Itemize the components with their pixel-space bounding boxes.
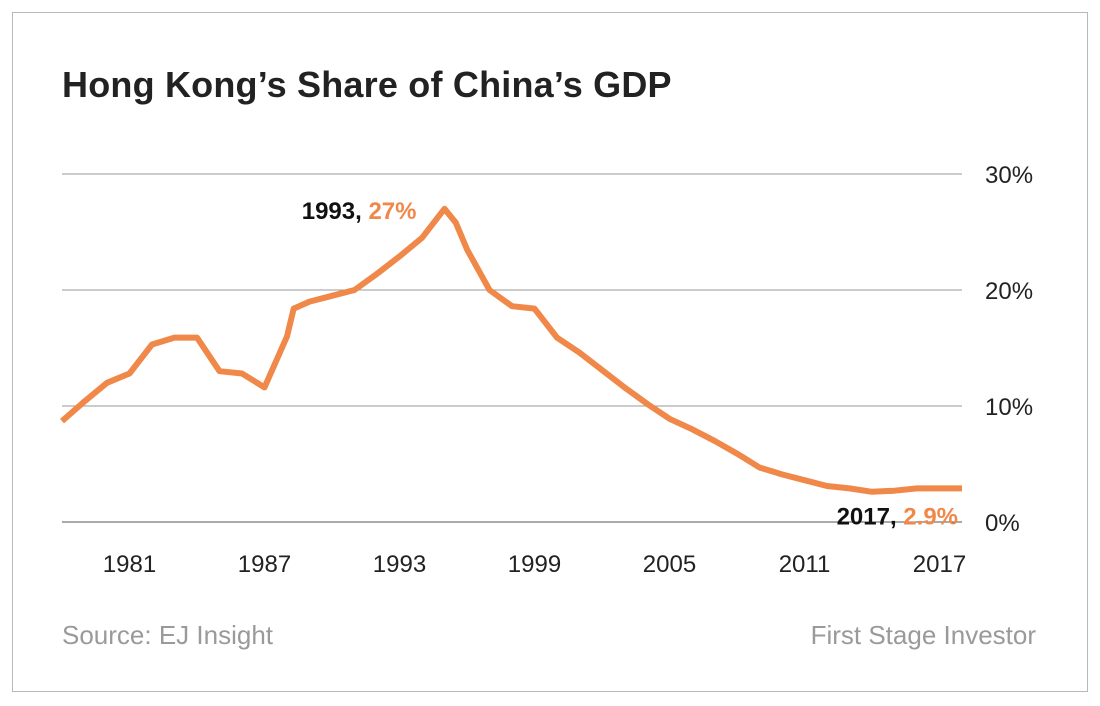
y-tick-label: 10% (985, 394, 1033, 421)
x-tick-label: 1999 (508, 551, 561, 578)
x-tick-label: 1993 (373, 551, 426, 578)
x-tick-label: 2011 (779, 551, 831, 578)
annotation-value: 2.9% (903, 503, 958, 530)
annotation-0: 1993, 27% (302, 198, 417, 225)
y-tick-label: 30% (985, 162, 1033, 189)
x-tick-label: 1981 (103, 551, 156, 578)
annotation-year: 1993, (302, 198, 369, 225)
brand-note: First Stage Investor (810, 620, 1036, 650)
y-tick-label: 0% (985, 510, 1020, 537)
y-tick-label: 20% (985, 278, 1033, 305)
chart-frame (12, 12, 1088, 692)
x-tick-label: 2017 (913, 551, 966, 578)
source-note: Source: EJ Insight (62, 620, 273, 650)
x-tick-label: 1987 (238, 551, 291, 578)
series-line-0 (60, 205, 962, 495)
x-tick-label: 2005 (643, 551, 696, 578)
annotation-1: 2017, 2.9% (837, 503, 958, 530)
annotation-value: 27% (368, 198, 416, 225)
annotation-year: 2017, (837, 503, 904, 530)
chart-title: Hong Kong’s Share of China’s GDP (62, 64, 672, 105)
